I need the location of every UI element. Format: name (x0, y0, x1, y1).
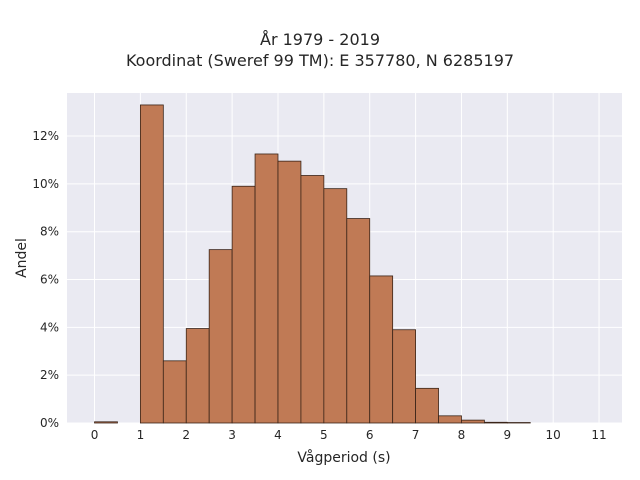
histogram-bar (300, 175, 325, 424)
y-tick-label: 10% (32, 177, 59, 191)
x-tick-label: 9 (504, 428, 512, 442)
histogram-bars (94, 104, 531, 424)
x-tick-label: 4 (274, 428, 282, 442)
y-axis-ticks: 0% 2% 4% 6% 8% 10% 12% (32, 129, 59, 430)
y-tick-label: 12% (32, 129, 59, 143)
y-tick-label: 2% (40, 368, 59, 382)
histogram-bar (208, 249, 233, 424)
histogram-bar (231, 185, 256, 424)
histogram-bar (346, 218, 371, 424)
histogram-bar (438, 415, 462, 424)
histogram-bar (369, 275, 394, 424)
x-tick-label: 3 (228, 428, 236, 442)
y-axis-label: Andel (14, 238, 30, 278)
x-tick-label: 5 (320, 428, 328, 442)
histogram-bar (185, 328, 210, 424)
y-tick-label: 0% (40, 416, 59, 430)
histogram-bar (392, 329, 416, 424)
x-tick-label: 8 (458, 428, 466, 442)
chart-title: År 1979 - 2019 (260, 30, 380, 49)
x-tick-label: 11 (591, 428, 606, 442)
histogram-bar (323, 188, 348, 424)
histogram-bar (254, 153, 279, 424)
histogram-bar (483, 421, 508, 424)
y-tick-label: 6% (40, 273, 59, 287)
x-tick-label: 0 (91, 428, 99, 442)
x-tick-label: 10 (546, 428, 561, 442)
x-tick-label: 1 (137, 428, 145, 442)
x-axis-ticks: 0 1 2 3 4 5 6 7 8 9 10 11 (91, 428, 607, 442)
x-tick-label: 2 (182, 428, 190, 442)
x-tick-label: 6 (366, 428, 374, 442)
histogram-bar (162, 360, 187, 424)
histogram-bar (277, 160, 302, 424)
y-tick-label: 4% (40, 320, 59, 334)
histogram-bar (139, 104, 164, 424)
histogram-bar (461, 419, 485, 424)
x-tick-label: 7 (412, 428, 420, 442)
x-axis-label: Vågperiod (s) (297, 449, 390, 466)
histogram-bar (94, 421, 118, 424)
chart-subtitle: Koordinat (Sweref 99 TM): E 357780, N 62… (125, 51, 515, 70)
histogram-bar (415, 387, 439, 424)
y-tick-label: 8% (40, 225, 59, 239)
